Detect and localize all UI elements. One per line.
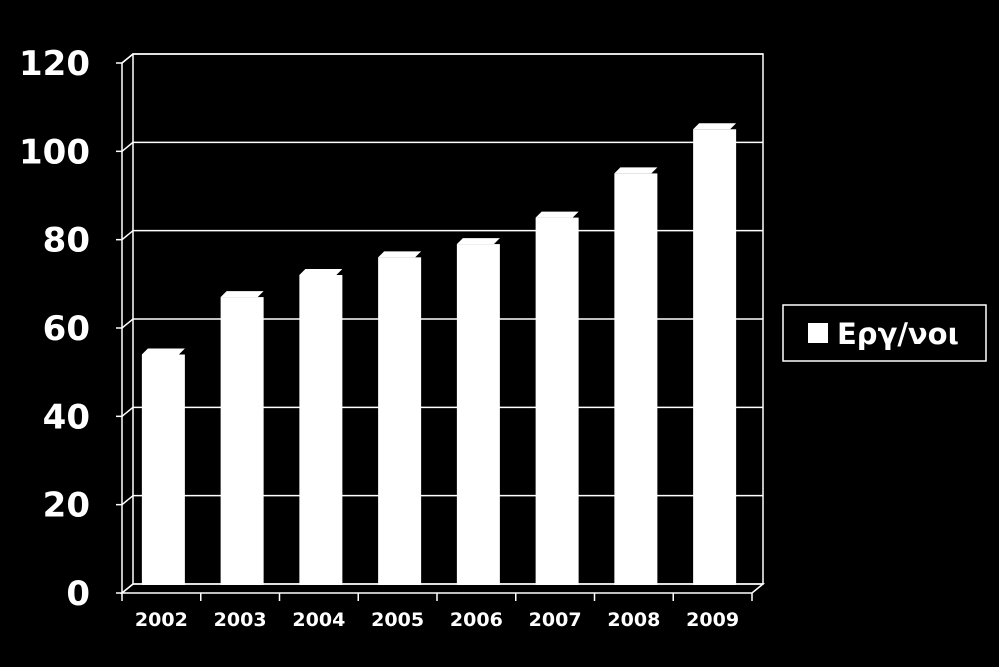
gridline-side (121, 53, 134, 64)
x-tick-label: 2004 (292, 609, 345, 631)
legend-label: Εργ/νοι (837, 317, 959, 351)
bar (141, 348, 185, 585)
bar (220, 291, 264, 585)
legend-swatch (808, 323, 828, 343)
bar (693, 123, 737, 585)
gridline-side (121, 230, 134, 241)
y-tick-label: 100 (19, 132, 90, 172)
x-tick-label: 2003 (214, 609, 267, 631)
y-tick-label: 120 (19, 44, 90, 84)
bar (378, 251, 422, 585)
bar (456, 238, 500, 586)
y-tick-label: 60 (43, 309, 90, 349)
bars (141, 123, 737, 586)
y-axis-ticks: 0 20 40 60 80 100 120 (19, 44, 122, 614)
bar (535, 211, 579, 586)
gridlines (121, 53, 763, 506)
x-tick-label: 2006 (450, 609, 503, 631)
x-tick-label: 2008 (607, 609, 660, 631)
y-tick-label: 80 (43, 221, 90, 261)
bar (299, 269, 343, 585)
y-tick-label: 20 (43, 486, 90, 526)
x-tick-label: 2002 (135, 609, 188, 631)
bar (614, 167, 658, 585)
x-tick-label: 2009 (686, 609, 739, 631)
gridline-side (121, 141, 134, 152)
gridline-side (121, 318, 134, 329)
x-axis-ticks: 2002 2003 2004 2005 2006 2007 2008 2009 (121, 593, 753, 631)
legend: Εργ/νοι (782, 304, 987, 362)
y-tick-label: 40 (43, 397, 90, 437)
y-tick-label: 0 (66, 574, 90, 614)
x-tick-label: 2005 (371, 609, 424, 631)
gridline-side (121, 406, 134, 417)
chart-walls (119, 53, 766, 595)
floor (119, 583, 766, 594)
x-tick-label: 2007 (529, 609, 582, 631)
gridline-side (121, 495, 134, 506)
